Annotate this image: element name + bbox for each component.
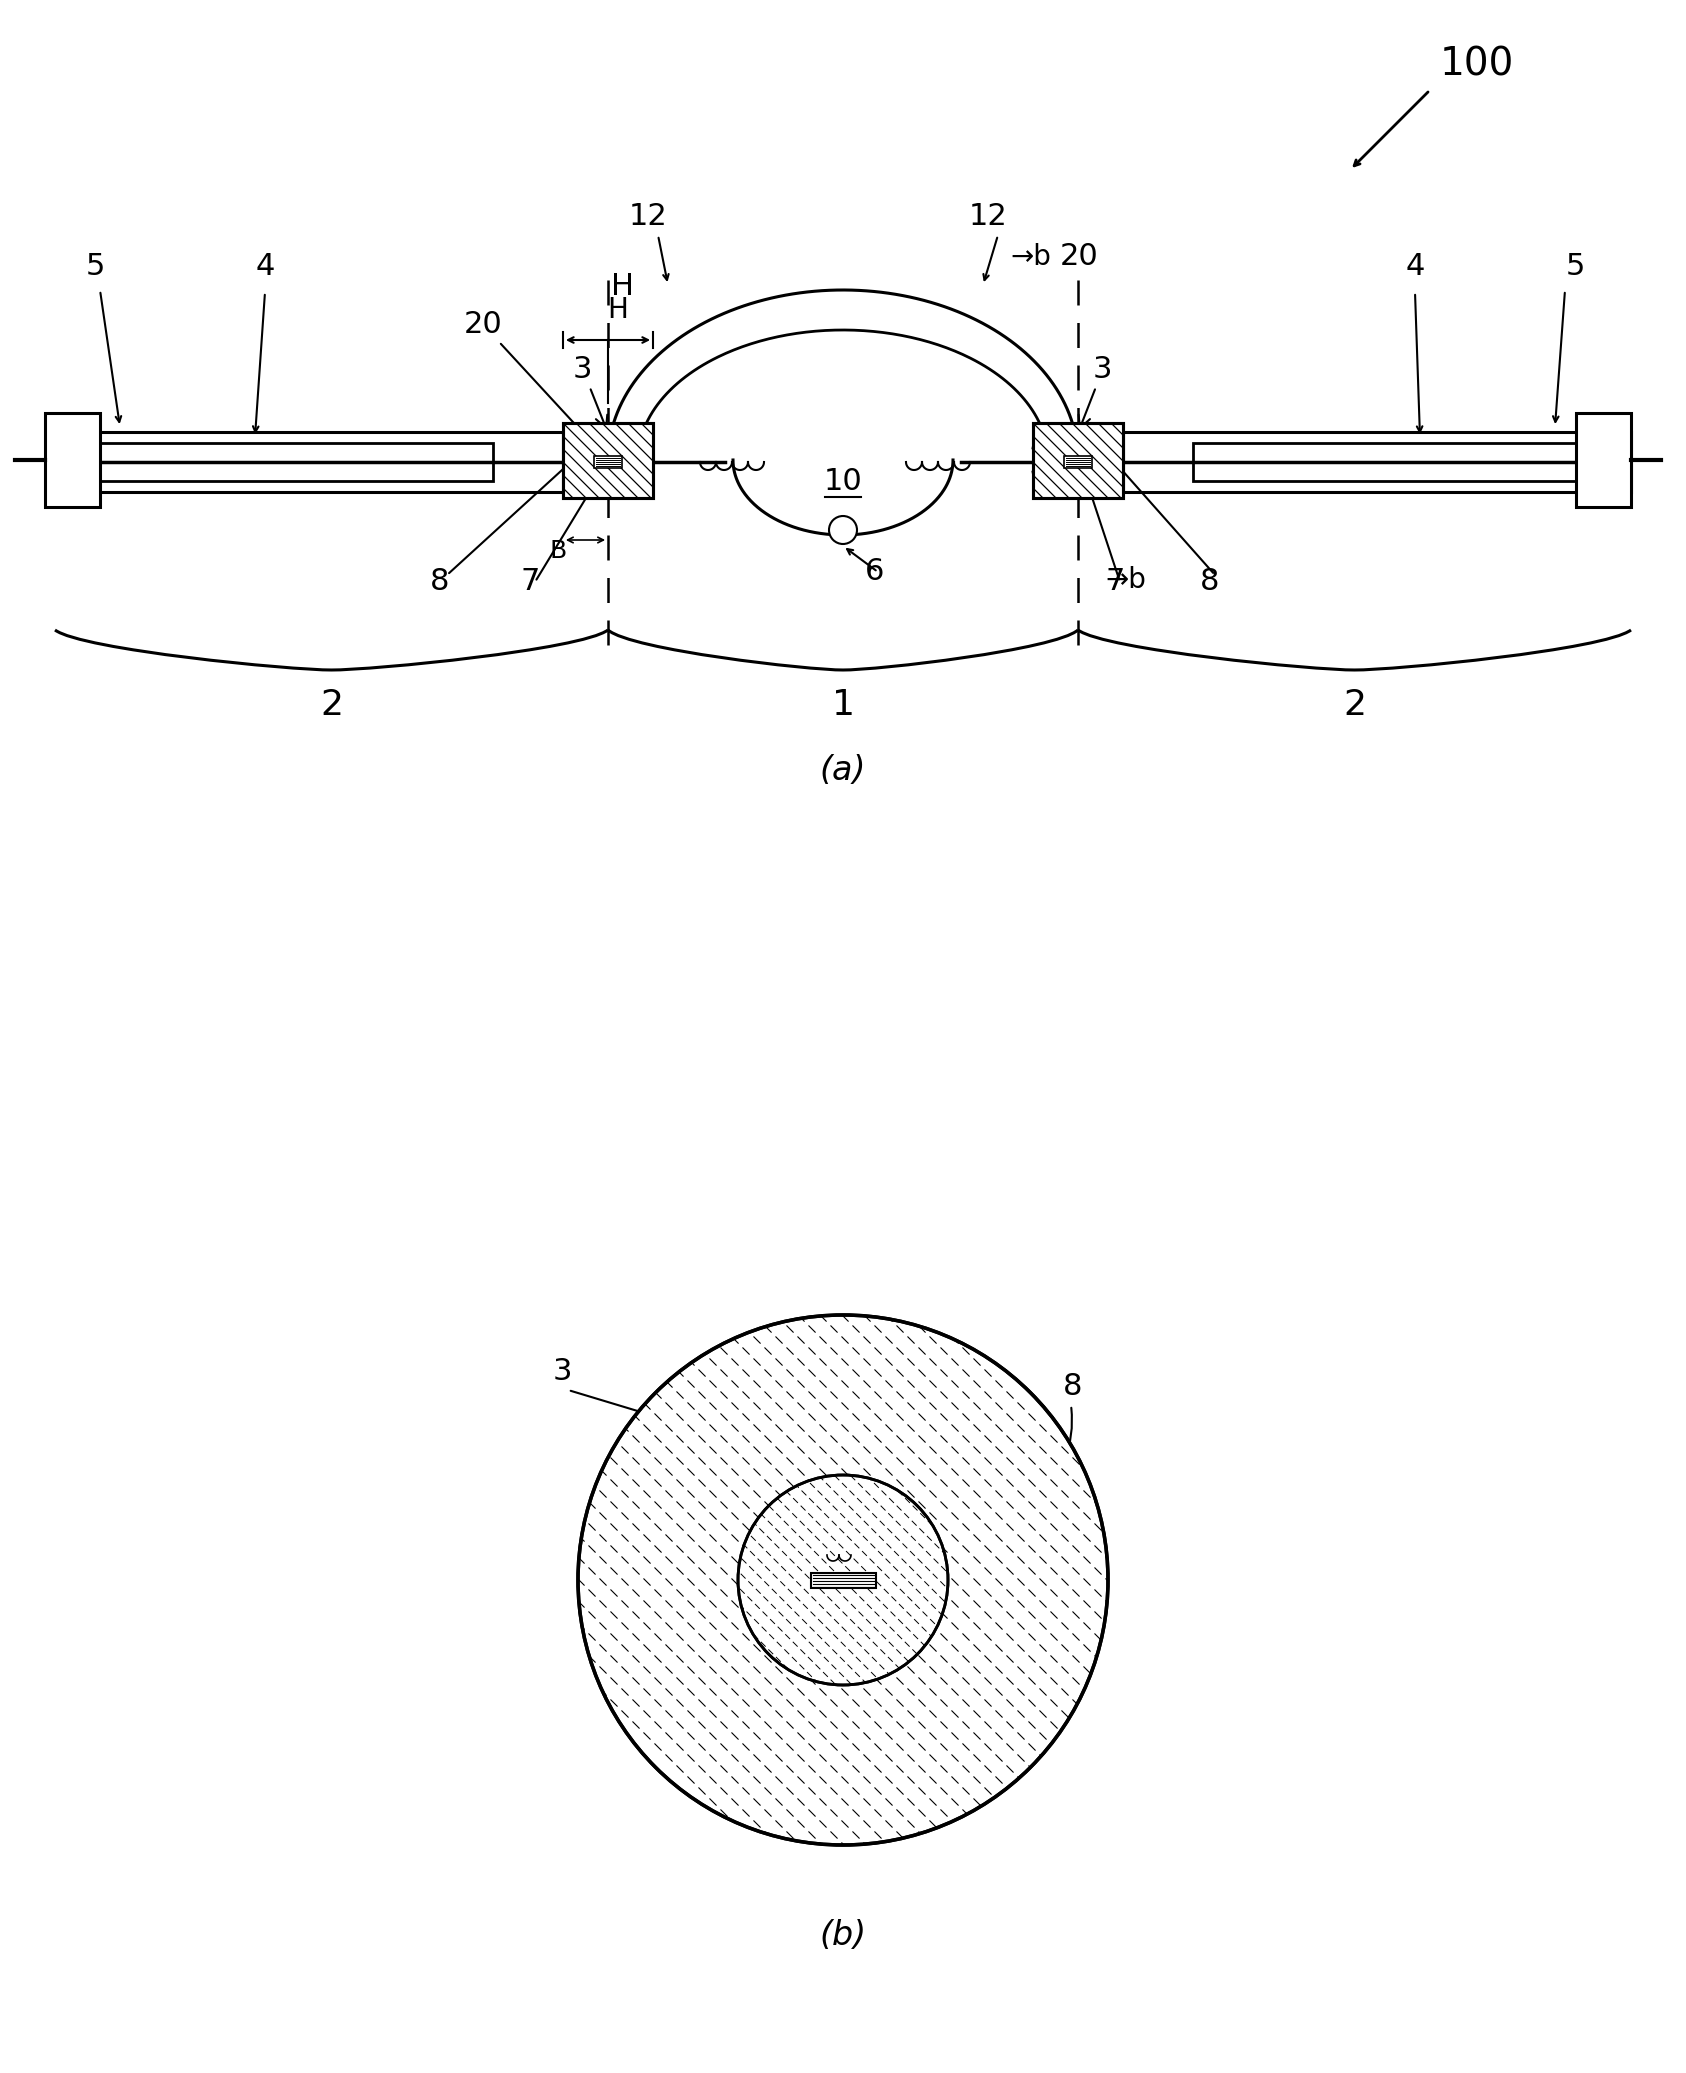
Text: 1: 1 xyxy=(831,688,855,721)
Text: 2: 2 xyxy=(320,688,342,721)
Polygon shape xyxy=(46,413,99,508)
Text: 7: 7 xyxy=(993,1486,1012,1515)
Polygon shape xyxy=(1194,444,1620,481)
Text: 20: 20 xyxy=(464,311,605,456)
Text: (a): (a) xyxy=(819,755,867,788)
Text: 4: 4 xyxy=(932,1783,953,1812)
Text: 3: 3 xyxy=(573,354,607,429)
Polygon shape xyxy=(1123,431,1630,491)
Text: H: H xyxy=(607,296,629,323)
Text: 12: 12 xyxy=(969,201,1007,230)
Polygon shape xyxy=(593,456,622,468)
Text: 5: 5 xyxy=(1565,253,1585,282)
Text: →b: →b xyxy=(1010,243,1050,272)
Text: 3: 3 xyxy=(1079,354,1113,429)
Text: 3: 3 xyxy=(553,1358,573,1387)
Text: (b): (b) xyxy=(819,1920,867,1953)
Text: 7: 7 xyxy=(1106,568,1125,597)
Text: 6: 6 xyxy=(865,558,885,587)
Text: 4: 4 xyxy=(1406,253,1425,282)
Polygon shape xyxy=(1064,456,1093,468)
Polygon shape xyxy=(811,1573,877,1588)
Text: 7: 7 xyxy=(521,568,540,597)
Polygon shape xyxy=(563,423,652,498)
Text: →b: →b xyxy=(1104,566,1146,595)
Polygon shape xyxy=(66,444,492,481)
Text: 2: 2 xyxy=(1344,688,1366,721)
Text: 20: 20 xyxy=(1060,243,1099,272)
Text: 12: 12 xyxy=(629,201,668,230)
Text: 4: 4 xyxy=(255,253,275,282)
Text: 100: 100 xyxy=(1440,46,1514,83)
Text: 8: 8 xyxy=(1062,1372,1082,1401)
Text: B: B xyxy=(550,539,566,564)
Text: H: H xyxy=(612,272,634,301)
Text: 5: 5 xyxy=(86,253,105,282)
Polygon shape xyxy=(1576,413,1630,508)
Circle shape xyxy=(830,516,856,543)
Text: 10: 10 xyxy=(824,466,862,495)
Polygon shape xyxy=(56,431,563,491)
Text: 8: 8 xyxy=(430,568,450,597)
Circle shape xyxy=(738,1476,948,1685)
Text: 8: 8 xyxy=(1200,568,1219,597)
Polygon shape xyxy=(1034,423,1123,498)
Circle shape xyxy=(578,1314,1108,1845)
